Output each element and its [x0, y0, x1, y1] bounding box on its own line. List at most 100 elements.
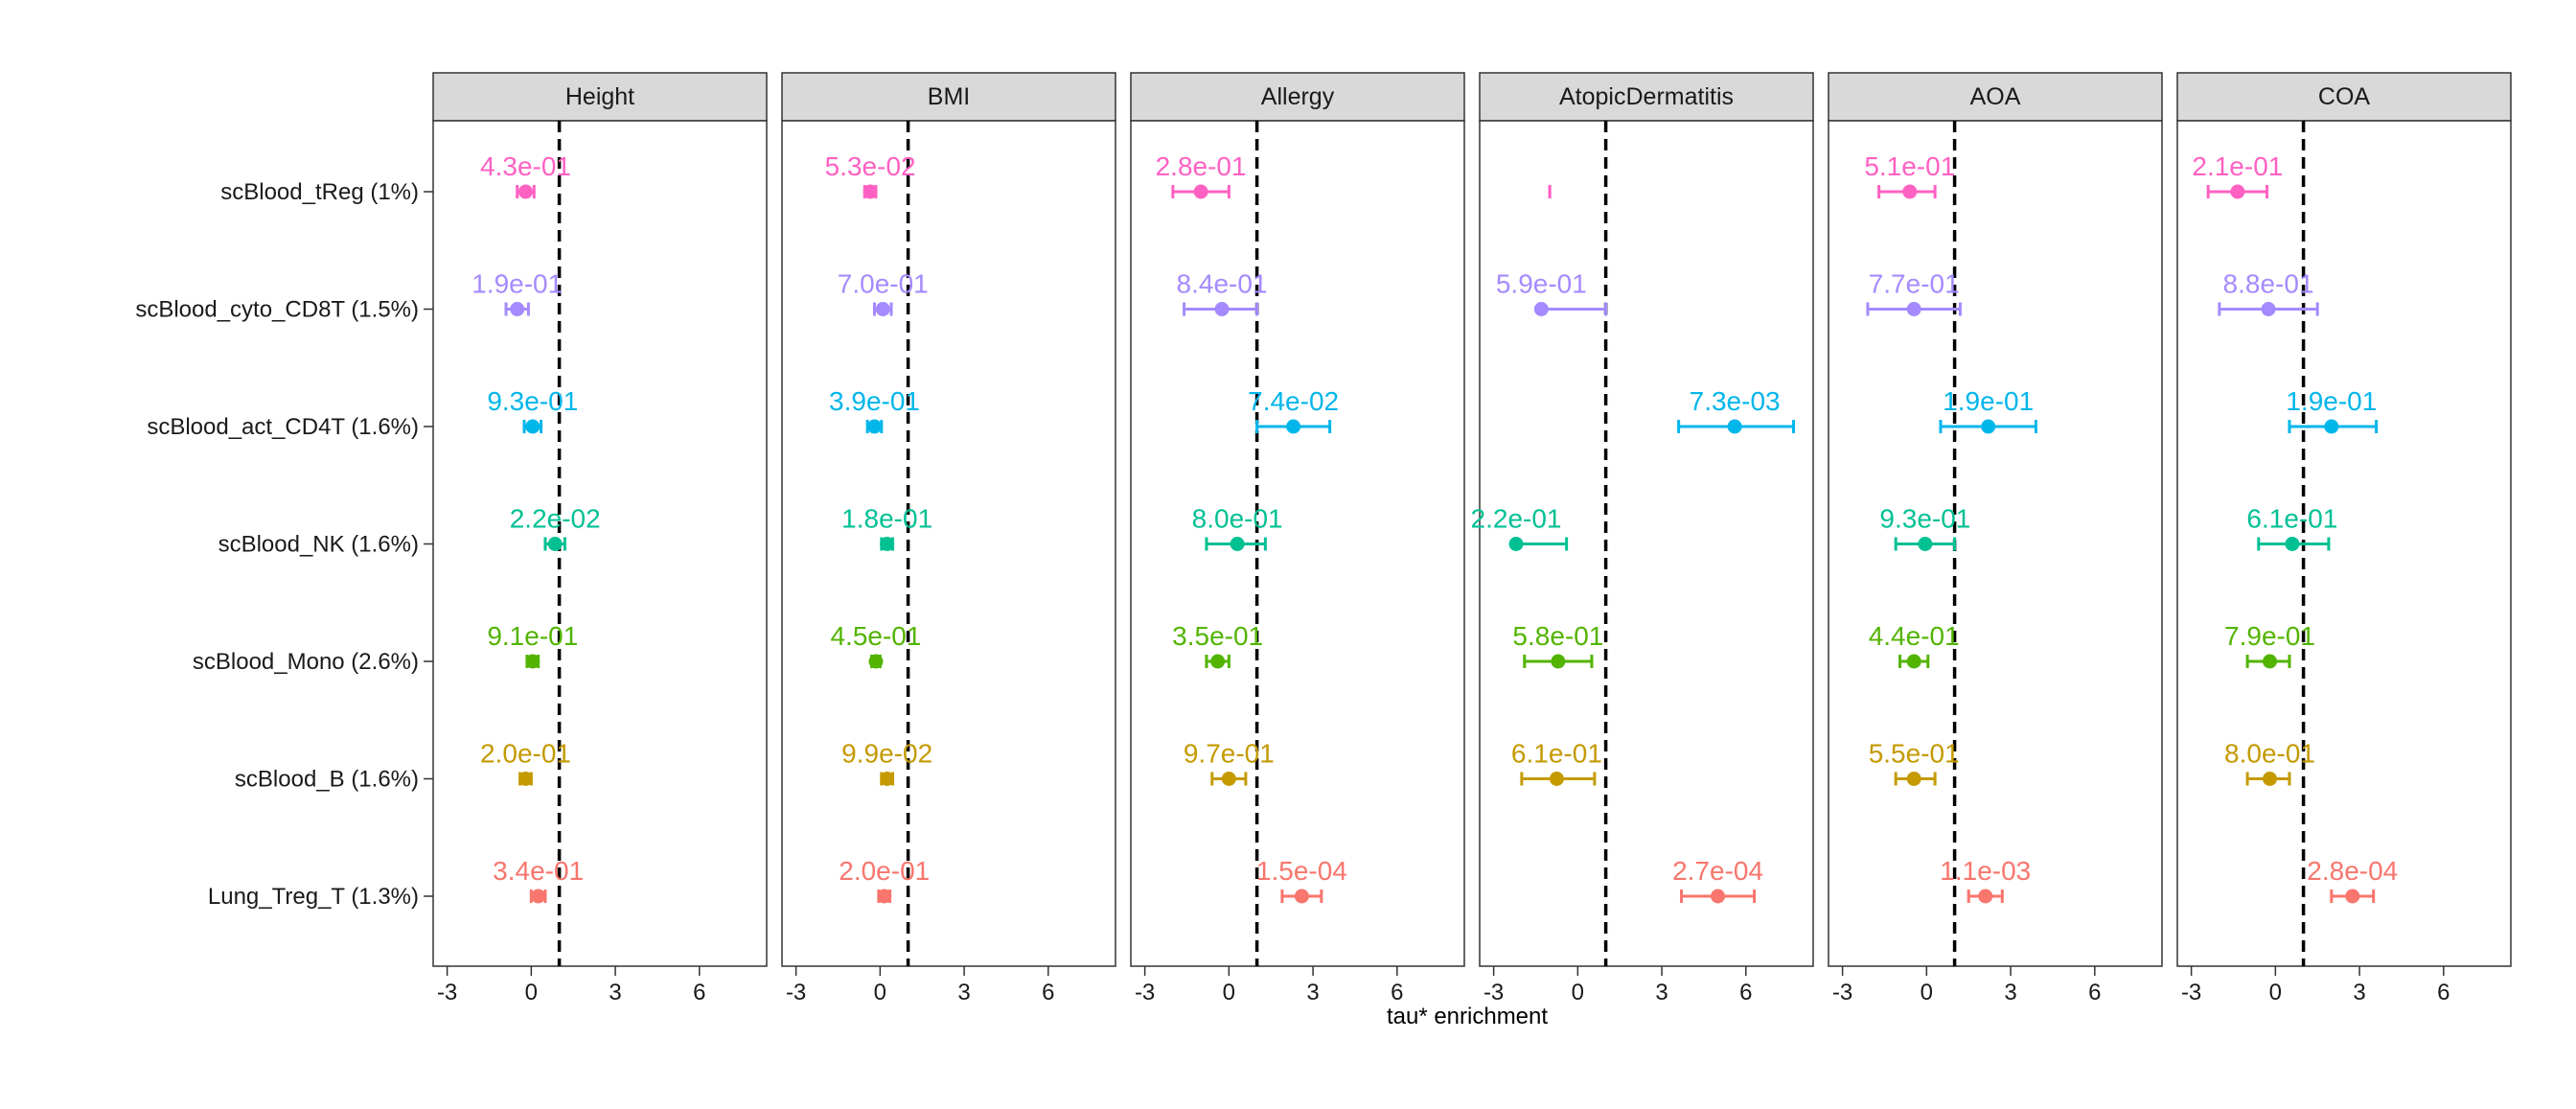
pvalue-label: 2.1e-01 [2192, 151, 2283, 181]
pvalue-label: 1.9e-01 [472, 269, 563, 299]
pvalue-label: 5.3e-02 [825, 151, 916, 181]
pvalue-label: 7.7e-01 [1869, 269, 1960, 299]
facet-panel [781, 120, 1116, 967]
x-tick-label: 6 [1739, 980, 1752, 1005]
x-tick-label: 0 [874, 980, 886, 1005]
x-tick-label: 6 [693, 980, 705, 1005]
pvalue-label: 9.3e-01 [1879, 504, 1970, 534]
pvalue-label: 9.7e-01 [1184, 739, 1275, 769]
point-estimate [877, 889, 892, 904]
point-estimate [1978, 889, 1993, 904]
x-tick-label: 6 [2088, 980, 2101, 1005]
facet-title: Allergy [1261, 83, 1335, 110]
y-tick-label: scBlood_B (1.6%) [235, 767, 419, 793]
pvalue-label: 8.0e-01 [1192, 504, 1283, 534]
pvalue-label: 2.8e-04 [2307, 856, 2398, 886]
pvalue-label: 2.0e-01 [480, 739, 571, 769]
x-tick-label: 3 [1306, 980, 1319, 1005]
point-estimate [1549, 772, 1564, 786]
pvalue-label: 1.1e-03 [1940, 856, 2031, 886]
point-estimate [2263, 772, 2278, 786]
pvalue-label: 1.8e-01 [841, 504, 932, 534]
pvalue-label: 2.2e-01 [1471, 504, 1562, 534]
point-estimate [510, 302, 525, 316]
x-tick-label: 3 [2004, 980, 2016, 1005]
x-tick-label: 6 [2437, 980, 2450, 1005]
point-estimate [1981, 419, 1996, 434]
facet-title: COA [2318, 83, 2371, 110]
point-estimate [1210, 654, 1226, 669]
y-tick-label: scBlood_NK (1.6%) [218, 532, 419, 558]
pvalue-label: 2.7e-04 [1672, 856, 1763, 886]
facet-panel [1130, 120, 1465, 967]
point-estimate [525, 419, 540, 434]
pvalue-label: 5.1e-01 [1864, 151, 1955, 181]
point-estimate [1711, 889, 1726, 904]
pvalue-label: 9.3e-01 [487, 386, 578, 416]
y-tick-label: scBlood_cyto_CD8T (1.5%) [135, 297, 419, 323]
x-tick-label: -3 [2181, 980, 2201, 1005]
pvalue-label: 8.4e-01 [1177, 269, 1268, 299]
pvalue-label: 2.2e-02 [510, 504, 601, 534]
point-estimate [1918, 537, 1933, 551]
x-tick-label: 3 [609, 980, 621, 1005]
point-estimate [875, 302, 890, 316]
pvalue-label: 6.1e-01 [1511, 739, 1602, 769]
point-estimate [1193, 184, 1208, 199]
pvalue-label: 9.1e-01 [487, 621, 578, 651]
point-estimate [518, 184, 534, 199]
point-estimate [2261, 302, 2276, 316]
y-tick-label: scBlood_act_CD4T (1.6%) [147, 414, 419, 440]
point-estimate [1533, 302, 1549, 316]
facet-strip [1828, 72, 2163, 122]
pvalue-label: 8.0e-01 [2224, 739, 2315, 769]
pvalue-label: 3.4e-01 [493, 856, 584, 886]
point-estimate [1906, 772, 1921, 786]
y-tick-label: Lung_Treg_T (1.3%) [208, 884, 419, 910]
point-estimate [1727, 419, 1742, 434]
pvalue-label: 3.9e-01 [829, 386, 920, 416]
point-estimate [1294, 889, 1309, 904]
x-tick-label: 0 [2269, 980, 2282, 1005]
pvalue-label: 8.8e-01 [2223, 269, 2314, 299]
pvalue-label: 1.9e-01 [1943, 386, 2034, 416]
point-estimate [518, 772, 534, 786]
facet-panel [1828, 120, 2163, 967]
point-estimate [862, 184, 878, 199]
pvalue-label: 2.0e-01 [839, 856, 930, 886]
pvalue-label: 4.3e-01 [480, 151, 571, 181]
point-estimate [1508, 537, 1524, 551]
point-estimate [868, 654, 884, 669]
x-tick-label: 3 [1655, 980, 1668, 1005]
x-tick-label: 0 [525, 980, 538, 1005]
x-axis-title: tau* enrichment [1387, 1004, 1548, 1029]
pvalue-label: 7.4e-02 [1248, 386, 1339, 416]
pvalue-label: 5.9e-01 [1496, 269, 1587, 299]
facet-title: Height [565, 83, 634, 110]
point-estimate [2230, 184, 2245, 199]
pvalue-label: 7.9e-01 [2224, 621, 2315, 651]
pvalue-label: 1.9e-01 [2286, 386, 2377, 416]
x-tick-label: -3 [1832, 980, 1852, 1005]
point-estimate [867, 419, 883, 434]
pvalue-label: 7.3e-03 [1690, 386, 1781, 416]
pvalue-label: 4.4e-01 [1869, 621, 1960, 651]
y-tick-label: scBlood_Mono (2.6%) [193, 649, 419, 675]
point-estimate [531, 889, 546, 904]
pvalue-label: 3.5e-01 [1172, 621, 1263, 651]
point-estimate [1214, 302, 1230, 316]
x-tick-label: 6 [1391, 980, 1403, 1005]
pvalue-label: 2.8e-01 [1156, 151, 1247, 181]
y-tick-label: scBlood_tReg (1%) [220, 179, 419, 205]
point-estimate [1902, 184, 1918, 199]
x-tick-label: -3 [437, 980, 457, 1005]
point-estimate [1906, 302, 1921, 316]
x-tick-label: 0 [1920, 980, 1933, 1005]
x-tick-label: 0 [1572, 980, 1584, 1005]
facet-panel [432, 120, 768, 967]
pvalue-label: 4.5e-01 [830, 621, 921, 651]
x-tick-label: -3 [786, 980, 806, 1005]
point-estimate [880, 537, 895, 551]
facet-title: AtopicDermatitis [1559, 83, 1734, 110]
